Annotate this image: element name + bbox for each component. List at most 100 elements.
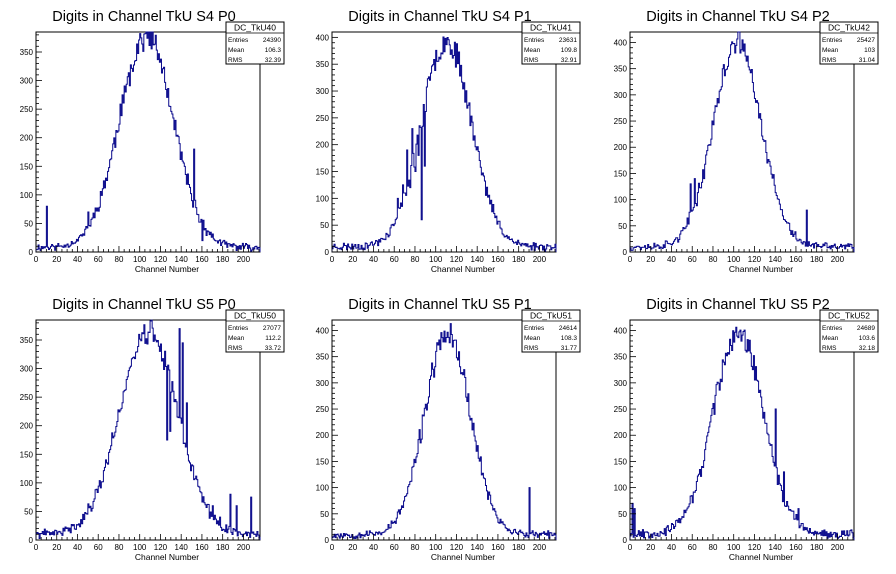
histogram-series [35,31,261,252]
stats-box-name: DC_TkU52 [828,311,870,321]
stats-box: DC_TkU40 Entries 24390 Mean 106.3 RMS 32.39 [225,21,285,65]
y-tick-label: 50 [24,507,33,516]
y-tick-label: 200 [316,141,330,150]
y-tick-label: 350 [316,60,330,69]
histogram-panel-4: Digits in Channel TkU S5 P0 0 20 40 60 80 100 1… [20,297,285,562]
y-tick-label: 200 [20,422,34,431]
y-tick-label: 400 [316,33,330,42]
stats-value: 108.3 [561,335,578,342]
histogram-series [35,319,261,540]
x-tick-label: 20 [52,255,61,264]
y-tick-label-zero: 0 [29,248,34,257]
x-tick-label: 60 [94,255,103,264]
chart-title: Digits in Channel TkU S4 P0 [52,9,236,25]
y-tick-label-zero: 0 [623,248,628,257]
x-tick-label: 100 [429,543,443,552]
stats-value: 32.39 [265,57,282,64]
y-tick-label: 100 [614,484,628,493]
x-tick-label: 180 [216,543,230,552]
y-tick-label: 200 [614,143,628,152]
plot-frame [629,31,855,253]
stats-value: 32.91 [561,57,578,64]
x-tick-label: 0 [330,255,335,264]
histogram-series [629,326,855,540]
stats-box-name: DC_TkU51 [530,311,572,321]
stats-box: DC_TkU41 Entries 23631 Mean 109.8 RMS 32.91 [521,21,581,65]
y-tick-label: 150 [316,168,330,177]
x-tick-label: 100 [133,543,147,552]
x-tick-label: 180 [810,543,824,552]
y-tick-label: 50 [618,222,627,231]
x-tick-label: 0 [330,543,335,552]
stats-key: Mean [228,335,245,342]
stats-box: DC_TkU51 Entries 24614 Mean 108.3 RMS 31.77 [521,309,581,353]
chart-title: Digits in Channel TkU S4 P1 [348,9,532,25]
x-tick-label: 60 [688,543,697,552]
x-tick-label: 120 [748,255,762,264]
x-tick-label: 40 [73,255,82,264]
stats-key: Mean [822,47,839,54]
x-tick-label: 200 [831,543,845,552]
x-tick-label: 20 [646,255,655,264]
x-tick-label: 100 [133,255,147,264]
y-tick-label: 350 [614,65,628,74]
x-tick-label: 120 [450,255,464,264]
x-axis-label: Channel Number [431,552,495,562]
stats-key: Mean [524,335,541,342]
x-tick-label: 60 [94,543,103,552]
stats-box-name: DC_TkU50 [234,311,276,321]
stats-key: Entries [524,325,545,332]
x-tick-label: 0 [628,255,633,264]
y-tick-label: 250 [316,114,330,123]
x-tick-label: 120 [154,543,168,552]
x-tick-label: 200 [533,543,547,552]
y-tick-label: 350 [20,336,34,345]
y-tick-label: 250 [614,405,628,414]
plot-frame [331,31,557,253]
plot-frame [629,319,855,541]
y-tick-label: 400 [614,326,628,335]
stats-value: 103 [864,47,875,54]
y-tick-label: 150 [614,457,628,466]
x-tick-label: 180 [512,543,526,552]
y-tick-label-zero: 0 [623,536,628,545]
stats-key: RMS [228,345,243,352]
stats-value: 24689 [857,325,875,332]
stats-key: Mean [228,47,245,54]
histogram-panel-6: Digits in Channel TkU S5 P2 0 20 40 60 80 100 1… [614,297,879,562]
x-axis-label: Channel Number [135,552,199,562]
stats-key: Mean [524,47,541,54]
y-tick-label: 300 [20,77,34,86]
y-tick-label: 150 [20,162,34,171]
y-tick-label: 300 [20,365,34,374]
y-tick-label: 100 [20,191,34,200]
x-axis-label: Channel Number [431,264,495,274]
chart-title: Digits in Channel TkU S4 P2 [646,9,830,25]
plot-frame [35,319,261,541]
stats-key: RMS [524,57,539,64]
x-axis-label: Channel Number [729,264,793,274]
y-tick-label: 150 [614,169,628,178]
stats-box: DC_TkU50 Entries 27077 Mean 112.2 RMS 33.72 [225,309,285,353]
chart-title: Digits in Channel TkU S5 P1 [348,297,532,313]
x-tick-label: 60 [390,543,399,552]
stats-key: RMS [822,57,837,64]
y-tick-label: 400 [614,38,628,47]
stats-box-frame [819,21,879,65]
x-tick-label: 140 [471,543,485,552]
x-tick-label: 180 [512,255,526,264]
stats-box-frame [225,21,285,65]
x-tick-label: 0 [34,543,39,552]
x-tick-label: 100 [727,543,741,552]
stats-value: 23631 [559,37,577,44]
stats-box-name: DC_TkU41 [530,23,572,33]
x-tick-label: 80 [411,543,420,552]
y-tick-label: 200 [316,431,330,440]
stats-value: 109.8 [561,47,578,54]
chart-title: Digits in Channel TkU S5 P2 [646,297,830,313]
histogram-panel-3: Digits in Channel TkU S4 P2 0 20 40 60 80 100 1… [614,9,879,274]
stats-value: 24614 [559,325,577,332]
y-tick-label: 150 [316,457,330,466]
stats-key: Mean [822,335,839,342]
